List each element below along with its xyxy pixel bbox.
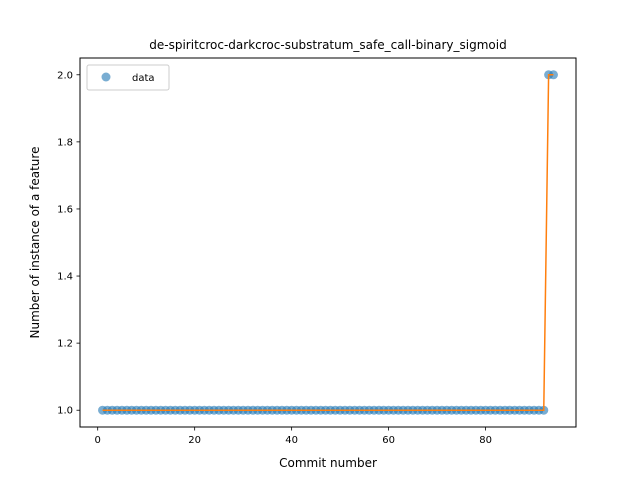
y-axis-label: Number of instance of a feature (28, 147, 42, 339)
plot-frame (79, 57, 577, 428)
x-axis-label: Commit number (279, 456, 377, 470)
y-tick-label: 2.0 (57, 70, 73, 81)
axes: 0 20 40 60 80 1.0 1.2 1.4 1.6 1.8 2.0 (57, 70, 492, 446)
x-tick-label: 40 (285, 435, 298, 446)
x-tick-label: 20 (188, 435, 201, 446)
y-tick-label: 1.0 (57, 406, 73, 417)
legend-marker (101, 72, 111, 82)
legend: data (86, 64, 170, 91)
x-tick-label: 0 (95, 435, 101, 446)
x-tick-label: 80 (479, 435, 492, 446)
y-tick-label: 1.6 (57, 204, 73, 215)
legend-entry-data: data (132, 73, 155, 84)
chart-title: de-spiritcroc-darkcroc-substratum_safe_c… (149, 38, 506, 52)
legend-box (86, 64, 170, 91)
series-line (102, 74, 554, 411)
x-tick-label: 60 (382, 435, 395, 446)
y-tick-label: 1.8 (57, 137, 73, 148)
y-tick-label: 1.2 (57, 339, 73, 350)
y-tick-label: 1.4 (57, 272, 73, 283)
plot-area (98, 70, 558, 415)
